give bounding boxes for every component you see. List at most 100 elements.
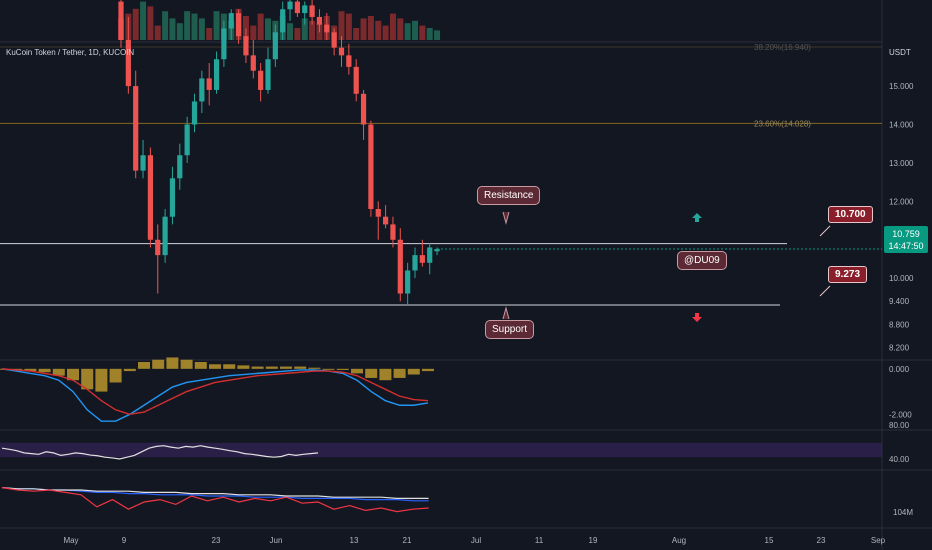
volume-bar — [367, 16, 374, 40]
currency-label: USDT — [889, 48, 911, 57]
volume-bar — [294, 28, 301, 40]
support-label[interactable]: Support — [485, 320, 535, 339]
volume-bar — [389, 13, 396, 40]
macd-histogram-bar — [365, 368, 378, 378]
macd-histogram-bar — [123, 368, 136, 372]
candle-body — [324, 24, 330, 33]
time-tick: 23 — [212, 536, 221, 545]
macd-histogram-bar — [24, 368, 37, 372]
macd-histogram-bar — [67, 368, 79, 381]
time-tick: 21 — [403, 536, 412, 545]
support-pointer — [502, 306, 510, 320]
macd-histogram-bar — [280, 366, 292, 369]
price-tick: 8.800 — [889, 320, 910, 329]
candle-body — [258, 70, 264, 90]
time-tick: 19 — [589, 536, 598, 545]
volume-bar — [375, 20, 382, 40]
volume-bar — [206, 28, 213, 40]
macd-histogram-bar — [379, 368, 392, 381]
time-tick: 11 — [535, 536, 544, 545]
macd-histogram-bar — [52, 368, 65, 376]
candle-body — [184, 124, 190, 156]
macd-histogram-bar — [152, 359, 165, 369]
rsi-tick: 80.00 — [889, 421, 910, 430]
volume-bar — [242, 16, 249, 40]
candle-body — [412, 255, 418, 271]
fib-label: 38.20%(16.940) — [754, 43, 811, 52]
macd-histogram-bar — [308, 367, 321, 369]
time-tick: 9 — [122, 536, 127, 545]
volume-bar — [184, 11, 191, 40]
candle-body — [228, 13, 234, 29]
macd-histogram-bar — [138, 362, 150, 369]
candle-body — [243, 36, 249, 56]
candle-body — [265, 59, 271, 90]
candle-body — [419, 255, 425, 263]
volume-bar — [287, 23, 294, 40]
time-tick: Aug — [672, 536, 686, 545]
time-tick: Jul — [471, 536, 481, 545]
last-price-badge: 10.759 14:47:50 — [884, 226, 928, 253]
candle-body — [287, 1, 293, 10]
macd-line — [1, 368, 429, 422]
macd-histogram-bar — [194, 362, 207, 369]
volume-line-c — [1, 487, 429, 513]
macd-histogram-bar — [109, 368, 122, 383]
macd-histogram-bar — [422, 368, 434, 372]
candle-body — [169, 178, 176, 217]
candle-body — [133, 86, 139, 171]
candle-body — [213, 59, 220, 90]
volume-bar — [345, 13, 352, 40]
volume-bar — [419, 25, 426, 40]
volume-bar — [265, 18, 271, 40]
symbol-title[interactable]: KuCoin Token / Tether, 1D, KUCOIN — [6, 48, 135, 57]
candle-body — [162, 216, 168, 256]
candle-body — [427, 247, 433, 263]
volume-bar — [191, 13, 198, 40]
candle-body — [434, 249, 440, 252]
candle-body — [405, 270, 411, 294]
candle-body — [360, 93, 367, 125]
last-price: 10.759 — [892, 229, 920, 239]
volume-bar — [176, 23, 183, 40]
macd-histogram-bar — [322, 368, 335, 370]
candle-body — [309, 5, 315, 17]
macd-histogram-bar — [351, 368, 363, 374]
volume-bar — [404, 23, 411, 40]
candle-body — [191, 101, 198, 125]
volume-bar — [338, 11, 345, 40]
candle-body — [390, 224, 396, 240]
candle-body — [368, 124, 374, 210]
volume-bar — [257, 13, 264, 40]
volume-bar — [162, 11, 169, 40]
resistance-price-tag[interactable]: 10.700 — [828, 206, 873, 223]
volume-bar — [434, 30, 441, 40]
price-tick: 14.000 — [889, 121, 914, 130]
candle-body — [375, 209, 381, 217]
candle-body — [353, 66, 359, 94]
volume-bar — [198, 18, 205, 40]
volume-tick: 104M — [893, 508, 913, 517]
macd-histogram-bar — [251, 366, 264, 369]
candle-body — [294, 1, 300, 14]
support-price-tag[interactable]: 9.273 — [828, 266, 868, 283]
macd-histogram-bar — [38, 368, 51, 373]
candle-body — [346, 55, 352, 67]
price-tick: 15.000 — [889, 82, 914, 91]
watermark-label[interactable]: @DU09 — [677, 251, 727, 270]
price-tick: 9.400 — [889, 297, 910, 306]
resistance-label[interactable]: Resistance — [477, 186, 541, 205]
fib-label: 23.60%(14.028) — [754, 119, 811, 128]
up-arrow-icon — [692, 213, 702, 222]
time-tick: Jun — [270, 536, 283, 545]
candle-body — [338, 47, 345, 56]
price-tick: 8.200 — [889, 343, 910, 352]
resistance-pointer — [502, 211, 510, 225]
price-tick: 12.000 — [889, 197, 914, 206]
candle-body — [250, 55, 256, 71]
candle-body — [272, 32, 278, 60]
macd-histogram-bar — [81, 368, 94, 390]
macd-histogram-bar — [95, 368, 108, 392]
candle-body — [316, 16, 323, 25]
